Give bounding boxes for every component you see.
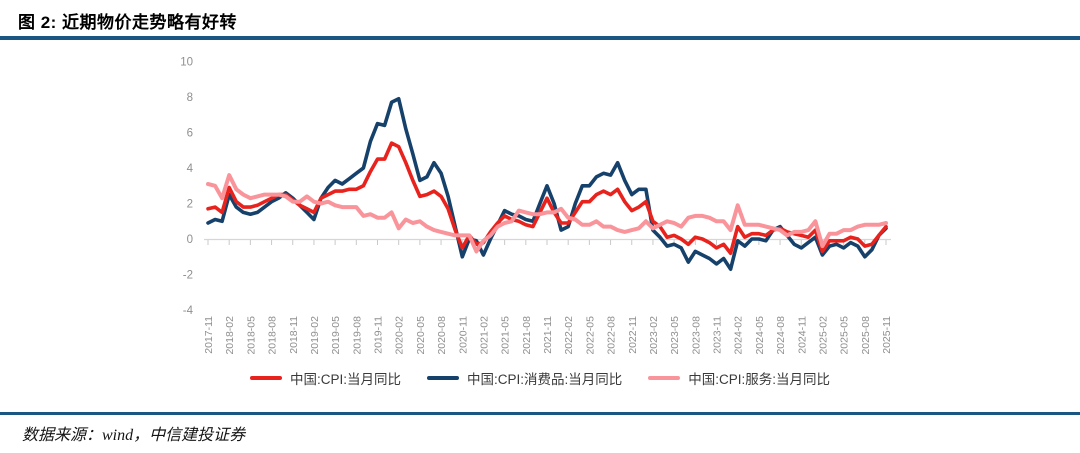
y-tick-label: -2 bbox=[183, 270, 193, 282]
y-tick-label: 10 bbox=[180, 57, 193, 69]
x-tick-label: 2021-11 bbox=[542, 316, 554, 354]
x-tick-label: 2019-11 bbox=[373, 316, 385, 354]
x-tick-label: 2018-02 bbox=[224, 316, 236, 355]
y-tick-label: 4 bbox=[187, 163, 194, 175]
x-tick-label: 2021-08 bbox=[521, 316, 533, 355]
y-tick-label: 0 bbox=[187, 234, 193, 246]
legend-item-0: 中国:CPI:当月同比 bbox=[249, 368, 401, 388]
x-tick-label: 2024-11 bbox=[796, 316, 808, 354]
y-tick-label: 8 bbox=[187, 92, 193, 104]
x-tick-label: 2022-02 bbox=[563, 316, 575, 355]
legend-line-swatch bbox=[426, 376, 459, 380]
x-tick-label: 2025-11 bbox=[881, 316, 893, 354]
x-tick-label: 2019-05 bbox=[330, 316, 342, 355]
x-tick-label: 2017-11 bbox=[203, 316, 215, 354]
y-tick-label: -4 bbox=[183, 305, 194, 317]
x-tick-label: 2023-08 bbox=[690, 316, 702, 355]
x-tick-label: 2025-05 bbox=[839, 316, 851, 355]
x-tick-label: 2021-05 bbox=[500, 316, 512, 355]
figure-title: 图 2: 近期物价走势略有好转 bbox=[18, 13, 238, 32]
x-tick-label: 2021-02 bbox=[478, 316, 490, 355]
x-tick-label: 2025-02 bbox=[817, 316, 829, 355]
x-tick-label: 2023-11 bbox=[712, 316, 724, 354]
x-tick-label: 2018-05 bbox=[245, 316, 257, 355]
legend-item-1: 中国:CPI:消费品:当月同比 bbox=[426, 368, 623, 388]
x-tick-label: 2019-08 bbox=[351, 316, 363, 355]
data-source-note: 数据来源：wind，中信建投证券 bbox=[22, 427, 246, 444]
x-tick-label: 2023-02 bbox=[648, 316, 660, 355]
legend-label: 中国:CPI:当月同比 bbox=[289, 372, 401, 387]
x-tick-label: 2024-02 bbox=[733, 316, 745, 355]
legend-item-2: 中国:CPI:服务:当月同比 bbox=[648, 368, 830, 388]
x-tick-label: 2020-05 bbox=[415, 316, 427, 355]
header-rule bbox=[0, 36, 1080, 40]
x-tick-label: 2019-02 bbox=[309, 316, 321, 355]
x-tick-label: 2018-08 bbox=[267, 316, 279, 355]
y-tick-label: 6 bbox=[187, 128, 193, 140]
series-line-2 bbox=[206, 173, 888, 254]
x-tick-label: 2022-05 bbox=[584, 316, 596, 355]
footer-rule bbox=[0, 412, 1080, 415]
y-tick-label: 2 bbox=[187, 199, 193, 211]
x-tick-label: 2020-02 bbox=[394, 316, 406, 355]
x-tick-label: 2024-05 bbox=[754, 316, 766, 355]
legend-line-swatch bbox=[249, 376, 282, 380]
x-tick-label: 2020-11 bbox=[457, 316, 469, 354]
x-tick-label: 2025-08 bbox=[860, 316, 872, 355]
x-tick-label: 2024-08 bbox=[775, 316, 787, 355]
x-tick-label: 2023-05 bbox=[669, 316, 681, 355]
legend-label: 中国:CPI:消费品:当月同比 bbox=[466, 372, 623, 387]
legend-line-swatch bbox=[648, 376, 681, 380]
x-tick-label: 2022-08 bbox=[606, 316, 618, 355]
legend-label: 中国:CPI:服务:当月同比 bbox=[688, 372, 831, 387]
x-tick-label: 2018-11 bbox=[288, 316, 300, 354]
x-tick-label: 2022-11 bbox=[627, 316, 639, 354]
x-tick-label: 2020-08 bbox=[436, 316, 448, 355]
chart-legend: 中国:CPI:当月同比 中国:CPI:消费品:当月同比 中国:CPI:服务:当月同比 bbox=[0, 368, 1080, 388]
